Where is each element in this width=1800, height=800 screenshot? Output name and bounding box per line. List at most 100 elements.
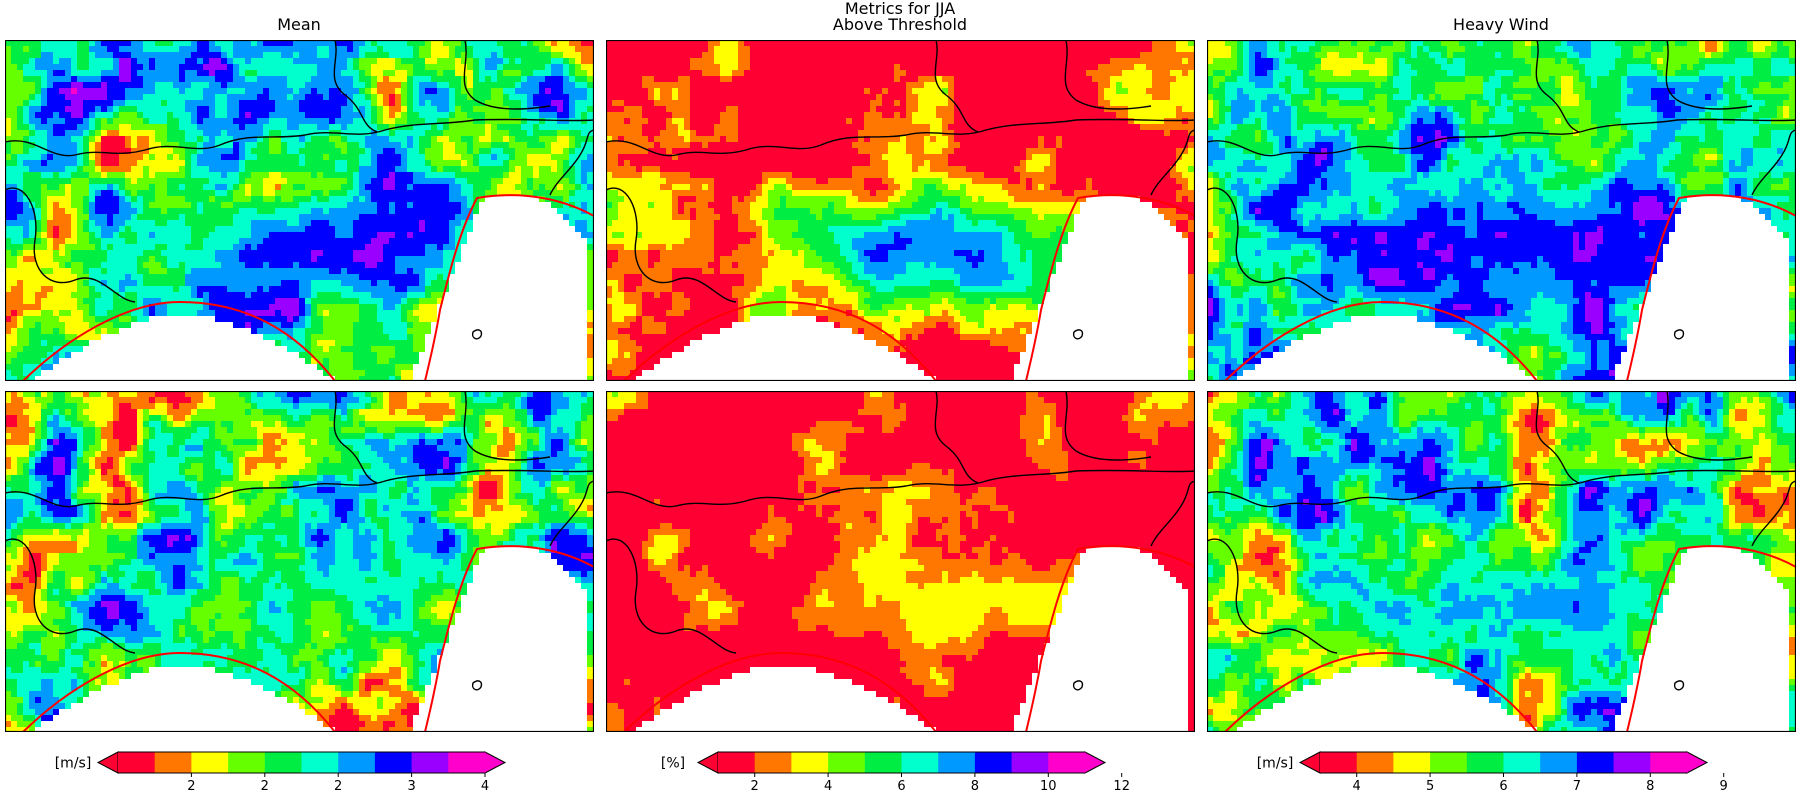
heatmap-cell — [533, 82, 539, 88]
heatmap-cell — [341, 148, 347, 154]
heatmap-cell — [203, 310, 209, 316]
heatmap-cell — [119, 274, 125, 280]
heatmap-cell — [425, 46, 431, 52]
heatmap-cell — [455, 100, 461, 106]
heatmap-cell — [533, 64, 539, 70]
heatmap-cell — [329, 364, 335, 370]
heatmap-cell — [762, 40, 768, 46]
heatmap-cell — [341, 262, 347, 268]
heatmap-cell — [365, 226, 371, 232]
heatmap-cell — [371, 340, 377, 346]
heatmap-cell — [395, 310, 401, 316]
heatmap-cell — [5, 340, 11, 346]
heatmap-cell — [185, 76, 191, 82]
heatmap-cell — [359, 256, 365, 262]
heatmap-cell — [119, 58, 125, 64]
heatmap-cell — [29, 238, 35, 244]
heatmap-cell — [395, 352, 401, 358]
heatmap-cell — [17, 142, 23, 148]
heatmap-cell — [449, 238, 455, 244]
heatmap-cell — [11, 148, 17, 154]
heatmap-cell — [353, 94, 359, 100]
heatmap-cell — [83, 310, 89, 316]
heatmap-cell — [149, 64, 155, 70]
heatmap-cell — [11, 268, 17, 274]
heatmap-cell — [41, 106, 47, 112]
national-borders — [5, 40, 594, 340]
heatmap-cell — [305, 100, 311, 106]
heatmap-cell — [371, 118, 377, 124]
austrian-border — [463, 40, 551, 110]
heatmap-cell — [281, 256, 287, 262]
heatmap-cell — [5, 298, 11, 304]
heatmap-cell — [383, 298, 389, 304]
heatmap-cell — [11, 190, 17, 196]
heatmap-cell — [437, 256, 443, 262]
heatmap-cell — [131, 280, 137, 286]
heatmap-cell — [660, 52, 666, 58]
heatmap-cell — [383, 154, 389, 160]
heatmap-cell — [107, 70, 113, 76]
heatmap-cell — [581, 82, 587, 88]
heatmap-cell — [479, 70, 485, 76]
heatmap-cell — [563, 40, 569, 46]
heatmap-cell — [107, 256, 113, 262]
heatmap-cell — [557, 64, 563, 70]
heatmap-cell — [257, 166, 263, 172]
heatmap-cell — [155, 280, 161, 286]
heatmap-cell — [1062, 58, 1068, 64]
heatmap-cell — [47, 214, 53, 220]
heatmap-cell — [221, 160, 227, 166]
heatmap-cell — [197, 268, 203, 274]
heatmap-cell — [497, 142, 503, 148]
heatmap-cell — [467, 124, 473, 130]
heatmap-cell — [77, 268, 83, 274]
heatmap-cell — [425, 58, 431, 64]
heatmap-cell — [257, 88, 263, 94]
heatmap-cell — [191, 238, 197, 244]
heatmap-cell — [377, 268, 383, 274]
heatmap-cell — [101, 94, 107, 100]
heatmap-cell — [503, 88, 509, 94]
heatmap-cell — [557, 166, 563, 172]
heatmap-cell — [275, 184, 281, 190]
heatmap-cell — [479, 112, 485, 118]
heatmap-cell — [473, 130, 479, 136]
heatmap-cell — [353, 58, 359, 64]
heatmap-cell — [125, 136, 131, 142]
heatmap-cell — [197, 292, 203, 298]
heatmap-cell — [587, 112, 593, 118]
heatmap-cell — [521, 118, 527, 124]
heatmap-cell — [311, 136, 317, 142]
heatmap-cell — [359, 364, 365, 370]
heatmap-cell — [545, 52, 551, 58]
heatmap-cell — [900, 52, 906, 58]
heatmap-cell — [245, 280, 251, 286]
heatmap-cell — [401, 82, 407, 88]
heatmap-cell — [389, 250, 395, 256]
heatmap-cell — [11, 346, 17, 352]
heatmap-cell — [425, 130, 431, 136]
heatmap-cell — [167, 46, 173, 52]
heatmap-cell — [437, 232, 443, 238]
heatmap-cell — [942, 58, 948, 64]
heatmap-cell — [347, 70, 353, 76]
heatmap-cell — [29, 70, 35, 76]
heatmap-cells — [606, 40, 1195, 381]
heatmap-cell — [137, 136, 143, 142]
heatmap-cell — [419, 190, 425, 196]
heatmap-cell — [203, 58, 209, 64]
heatmap-cell — [371, 376, 377, 381]
heatmap-cell — [257, 112, 263, 118]
heatmap-cell — [347, 52, 353, 58]
heatmap-cell — [473, 70, 479, 76]
heatmap-cell — [125, 154, 131, 160]
heatmap-cell — [918, 40, 924, 46]
heatmap-cell — [131, 136, 137, 142]
heatmap-cell — [5, 184, 11, 190]
heatmap-cell — [53, 328, 59, 334]
heatmap-cell — [95, 232, 101, 238]
heatmap-cell — [365, 58, 371, 64]
heatmap-cell — [197, 160, 203, 166]
heatmap-cell — [173, 160, 179, 166]
